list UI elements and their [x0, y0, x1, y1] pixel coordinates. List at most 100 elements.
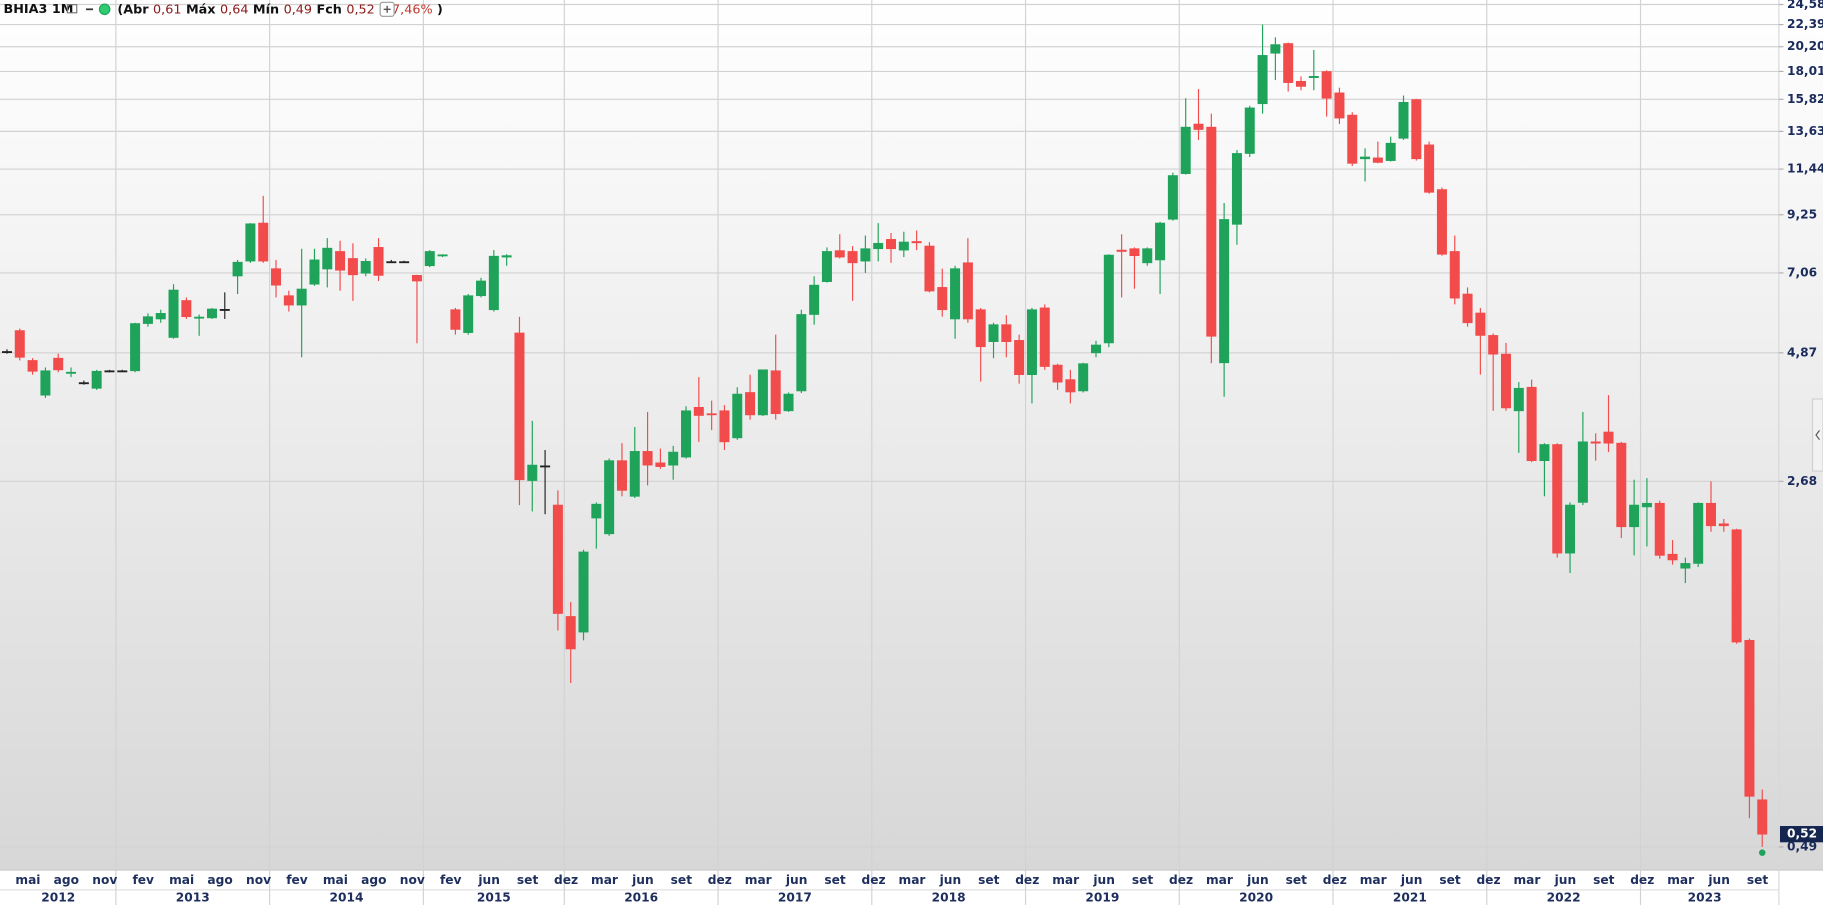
- x-tick-label: dez: [708, 873, 732, 887]
- candle-body: [1757, 799, 1768, 835]
- candle-body: [322, 247, 333, 270]
- candle-body: [1641, 502, 1652, 508]
- high-label: Máx: [186, 2, 216, 17]
- side-tab[interactable]: [1811, 398, 1823, 472]
- candle-body: [834, 250, 845, 258]
- candle-body: [1718, 523, 1729, 527]
- candle-body: [1449, 251, 1460, 299]
- candle-body: [245, 223, 256, 262]
- x-tick-label: dez: [1476, 873, 1500, 887]
- axes: 24,58 22,39 20,20 18,01 15,82 13,63 11,44 9,25 7…: [15, 0, 1823, 905]
- x-tick-label: mai: [15, 873, 40, 887]
- candle-body: [873, 243, 884, 250]
- year-label: 2022: [1547, 891, 1581, 905]
- candle-body: [1091, 344, 1102, 354]
- candle-body: [488, 255, 499, 311]
- candle-body: [1231, 153, 1242, 225]
- x-tick-label: fev: [286, 873, 308, 887]
- plot-background: [0, 0, 1823, 871]
- candle-body: [693, 406, 704, 416]
- candle-body: [271, 268, 282, 286]
- y-tick-label: 0,49: [1787, 839, 1817, 853]
- candle-body: [1424, 144, 1435, 193]
- candle-body: [91, 370, 102, 389]
- candle-body: [130, 323, 141, 372]
- x-tick-label: set: [978, 873, 1000, 887]
- candle-body: [681, 410, 692, 458]
- candle-body: [911, 241, 922, 244]
- candle-body: [78, 382, 89, 385]
- event-marker: [1758, 849, 1766, 856]
- x-tick-label: jun: [1246, 873, 1269, 887]
- candle-body: [1385, 142, 1396, 161]
- x-tick-label: mar: [1513, 873, 1540, 887]
- x-tick-label: jun: [631, 873, 654, 887]
- candle-body: [860, 248, 871, 262]
- year-label: 2014: [330, 891, 364, 905]
- x-tick-label: mar: [1206, 873, 1233, 887]
- x-tick-label: mar: [745, 873, 772, 887]
- candle-body: [1270, 44, 1281, 54]
- y-tick-label: 2,68: [1787, 474, 1817, 488]
- side-tab-chevron: [1815, 430, 1820, 441]
- x-tick-label: ago: [361, 873, 386, 887]
- candle-body: [1026, 309, 1037, 376]
- candle-body: [1283, 43, 1294, 83]
- candle-body: [1193, 123, 1204, 130]
- candle-body: [1654, 502, 1665, 556]
- x-tick-label: mar: [591, 873, 618, 887]
- candle-body: [1680, 563, 1691, 569]
- candle-body: [886, 239, 897, 250]
- x-tick-label: jun: [1707, 873, 1730, 887]
- x-tick-label: dez: [861, 873, 885, 887]
- candle-body: [258, 222, 269, 262]
- x-tick-label: set: [517, 873, 539, 887]
- candle-body: [796, 314, 807, 392]
- candle-body: [809, 284, 820, 315]
- year-label: 2018: [932, 891, 966, 905]
- candle-body: [1052, 364, 1063, 383]
- candle-body: [1500, 353, 1511, 409]
- candle-body: [463, 295, 474, 333]
- candle-body: [1436, 189, 1447, 255]
- candle-body: [1078, 363, 1089, 392]
- candle-body: [604, 460, 615, 535]
- x-tick-label: fev: [132, 873, 154, 887]
- x-tick-label: set: [1593, 873, 1615, 887]
- candle-body: [1411, 99, 1422, 160]
- candle-body: [296, 288, 307, 306]
- candle-body: [1565, 504, 1576, 554]
- low-label: Mín: [253, 2, 279, 17]
- symbol: BHIA3 1M: [3, 2, 73, 17]
- candle-body: [706, 413, 717, 416]
- candle-body: [1039, 307, 1050, 367]
- candle-body: [1552, 444, 1563, 554]
- candle-body: [552, 504, 563, 614]
- candle-body: [1065, 379, 1076, 393]
- candle-body: [783, 393, 794, 412]
- candle-body: [642, 451, 653, 466]
- candle-body: [898, 241, 909, 251]
- candle-body: [1360, 156, 1371, 160]
- candle-body: [975, 309, 986, 348]
- x-tick-label: mar: [1052, 873, 1079, 887]
- year-label: 2016: [624, 891, 658, 905]
- candle-body: [732, 393, 743, 439]
- candle-body: [719, 410, 730, 443]
- candle-body: [1244, 107, 1255, 154]
- x-tick-label: mai: [169, 873, 194, 887]
- settings-icon[interactable]: [66, 4, 78, 14]
- x-tick-label: nov: [400, 873, 425, 887]
- candle-body: [1014, 340, 1025, 376]
- candle-body: [1693, 502, 1704, 564]
- add-icon: [383, 5, 391, 13]
- x-tick-label: set: [1439, 873, 1461, 887]
- x-tick-label: mar: [1667, 873, 1694, 887]
- candle-body: [283, 295, 294, 306]
- candle-body: [104, 370, 115, 373]
- candle-body: [194, 316, 205, 319]
- candle-body: [1488, 335, 1499, 355]
- candle-body: [1731, 529, 1742, 643]
- candle-body: [373, 247, 384, 276]
- y-tick-label: 18,01: [1787, 64, 1823, 78]
